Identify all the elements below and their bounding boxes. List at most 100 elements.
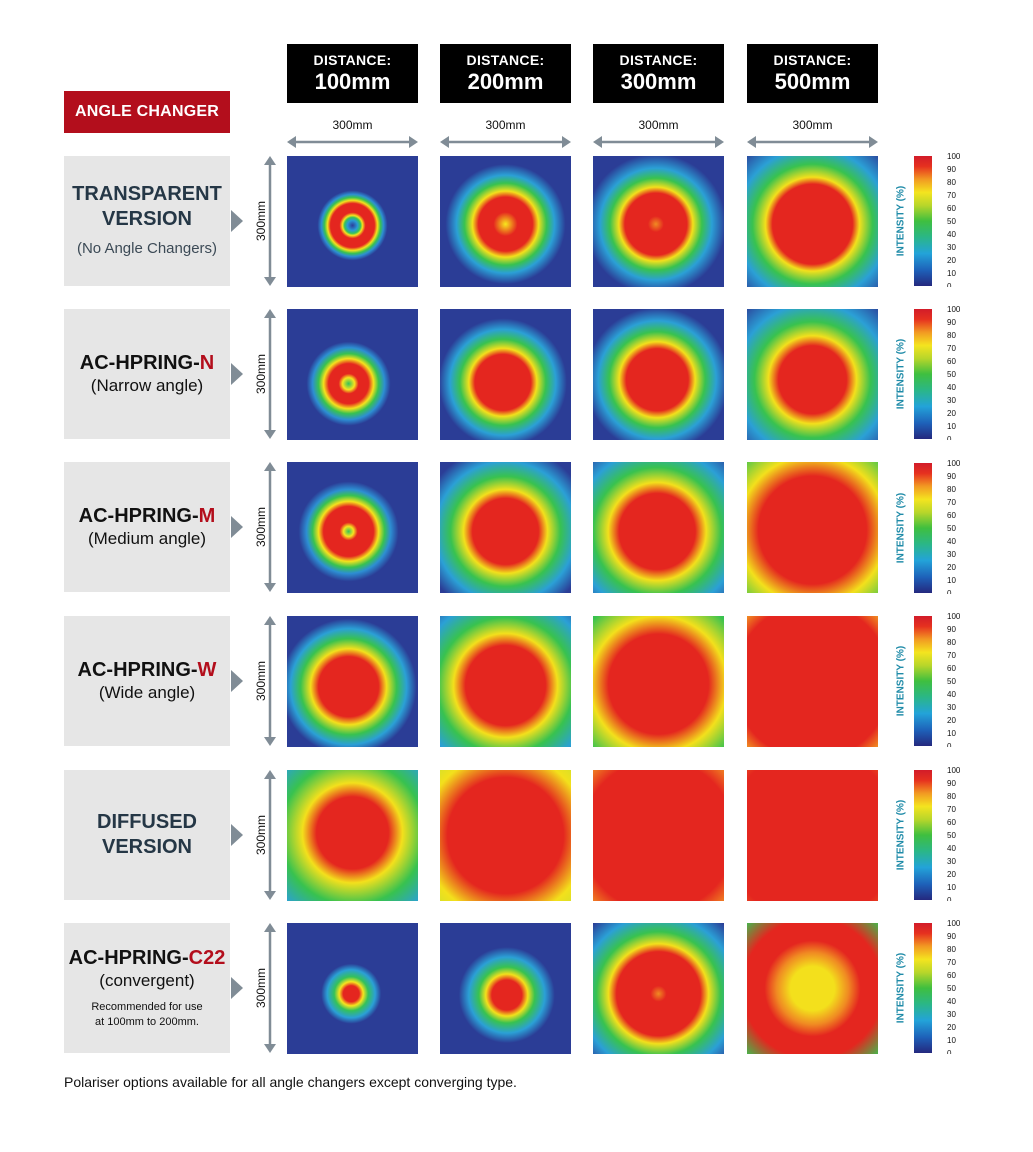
beam-map-transparent-300mm xyxy=(593,156,724,287)
intensity-scale: INTENSITY (%) 100 90 80 70 60 50 40 30 2… xyxy=(896,919,961,1054)
intensity-color-bar xyxy=(914,463,932,593)
intensity-tick: 70 xyxy=(947,498,956,507)
height-dimension: 300mm xyxy=(254,616,276,746)
intensity-tick: 100 xyxy=(947,459,961,468)
intensity-tick: 100 xyxy=(947,152,961,161)
width-dimension: 300mm xyxy=(440,118,571,148)
beam-map-convergent-500mm xyxy=(747,923,878,1054)
distance-header-200: DISTANCE: 200mm xyxy=(440,44,571,103)
height-dimension-label: 300mm xyxy=(254,661,268,701)
intensity-tick: 70 xyxy=(947,191,956,200)
height-dimension: 300mm xyxy=(254,923,276,1053)
intensity-tick: 100 xyxy=(947,919,961,928)
height-dimension-label: 300mm xyxy=(254,968,268,1008)
row-note: Recommended for use at 100mm to 200mm. xyxy=(91,1000,202,1030)
row-label-medium: AC-HPRING-M (Medium angle) xyxy=(64,462,230,592)
intensity-tick: 30 xyxy=(947,243,956,252)
distance-header-300: DISTANCE: 300mm xyxy=(593,44,724,103)
intensity-color-bar xyxy=(914,923,932,1053)
intensity-tick: 0 xyxy=(947,435,952,440)
intensity-tick: 0 xyxy=(947,742,952,747)
intensity-tick: 50 xyxy=(947,831,956,840)
intensity-axis-title: INTENSITY (%) xyxy=(896,493,907,563)
double-arrow-horizontal-icon xyxy=(747,136,878,148)
width-dimension: 300mm xyxy=(593,118,724,148)
beam-map-narrow-300mm xyxy=(593,309,724,440)
row-pointer-icon xyxy=(231,210,243,232)
intensity-color-bar xyxy=(914,309,932,439)
double-arrow-horizontal-icon xyxy=(440,136,571,148)
intensity-tick: 80 xyxy=(947,178,956,187)
angle-changer-badge: ANGLE CHANGER xyxy=(64,91,230,133)
intensity-tick: 50 xyxy=(947,677,956,686)
intensity-tick: 50 xyxy=(947,524,956,533)
intensity-tick: 50 xyxy=(947,370,956,379)
intensity-tick: 40 xyxy=(947,383,956,392)
beam-map-medium-300mm xyxy=(593,462,724,593)
intensity-tick: 10 xyxy=(947,883,956,892)
intensity-tick: 80 xyxy=(947,485,956,494)
beam-map-narrow-100mm xyxy=(287,309,418,440)
beam-map-convergent-200mm xyxy=(440,923,571,1054)
row-title-line: VERSION xyxy=(101,836,193,858)
row-pointer-icon xyxy=(231,670,243,692)
intensity-tick: 0 xyxy=(947,1049,952,1054)
row-note-line: Recommended for use xyxy=(91,1001,203,1013)
beam-map-transparent-100mm xyxy=(287,156,418,287)
product-code-prefix: AC-HPRING- xyxy=(79,352,200,374)
intensity-tick: 80 xyxy=(947,945,956,954)
row-note-line: at 100mm to 200mm. xyxy=(95,1016,199,1028)
intensity-tick: 90 xyxy=(947,932,956,941)
height-dimension: 300mm xyxy=(254,156,276,286)
row-label-wide: AC-HPRING-W (Wide angle) xyxy=(64,616,230,746)
intensity-tick: 90 xyxy=(947,779,956,788)
beam-map-wide-200mm xyxy=(440,616,571,747)
row-title-line: TRANSPARENT xyxy=(72,183,222,205)
row-label-convergent: AC-HPRING-C22 (convergent) Recommended f… xyxy=(64,923,230,1053)
row-label-narrow: AC-HPRING-N (Narrow angle) xyxy=(64,309,230,439)
intensity-tick: 10 xyxy=(947,1036,956,1045)
beam-map-medium-500mm xyxy=(747,462,878,593)
intensity-tick: 90 xyxy=(947,318,956,327)
row-subtitle: (Wide angle) xyxy=(98,683,196,702)
product-code-suffix: N xyxy=(199,352,215,374)
width-dimension-label: 300mm xyxy=(792,118,833,132)
beam-map-diffused-300mm xyxy=(593,770,724,901)
row-title-line: VERSION xyxy=(101,208,193,230)
beam-map-diffused-500mm xyxy=(747,770,878,901)
distance-label: DISTANCE: xyxy=(773,52,852,68)
beam-map-diffused-100mm xyxy=(287,770,418,901)
distance-header-500: DISTANCE: 500mm xyxy=(747,44,878,103)
intensity-axis-title: INTENSITY (%) xyxy=(896,646,907,716)
intensity-scale: INTENSITY (%) 100 90 80 70 60 50 40 30 2… xyxy=(896,766,961,901)
row-pointer-icon xyxy=(231,516,243,538)
intensity-tick: 30 xyxy=(947,857,956,866)
double-arrow-horizontal-icon xyxy=(593,136,724,148)
intensity-tick: 30 xyxy=(947,703,956,712)
intensity-tick: 60 xyxy=(947,664,956,673)
intensity-tick: 20 xyxy=(947,870,956,879)
intensity-tick: 40 xyxy=(947,230,956,239)
intensity-tick: 30 xyxy=(947,1010,956,1019)
intensity-tick: 20 xyxy=(947,1023,956,1032)
intensity-tick: 0 xyxy=(947,896,952,901)
distance-header-100: DISTANCE: 100mm xyxy=(287,44,418,103)
row-pointer-icon xyxy=(231,977,243,999)
intensity-tick: 30 xyxy=(947,550,956,559)
distance-label: DISTANCE: xyxy=(466,52,545,68)
intensity-tick: 50 xyxy=(947,984,956,993)
intensity-color-bar xyxy=(914,616,932,746)
beam-map-wide-300mm xyxy=(593,616,724,747)
intensity-tick: 90 xyxy=(947,472,956,481)
intensity-tick: 80 xyxy=(947,331,956,340)
intensity-tick: 100 xyxy=(947,612,961,621)
intensity-tick: 70 xyxy=(947,805,956,814)
intensity-tick: 60 xyxy=(947,971,956,980)
product-code-suffix: W xyxy=(197,659,217,681)
double-arrow-horizontal-icon xyxy=(287,136,418,148)
distance-label: DISTANCE: xyxy=(619,52,698,68)
distance-value: 500mm xyxy=(774,69,851,94)
distance-label: DISTANCE: xyxy=(313,52,392,68)
beam-map-transparent-500mm xyxy=(747,156,878,287)
beam-map-wide-500mm xyxy=(747,616,878,747)
